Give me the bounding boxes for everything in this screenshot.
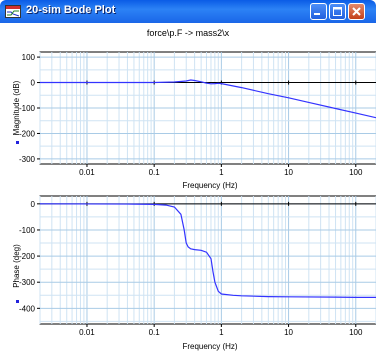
magnitude-plot[interactable]: 100 0 -100 -200 -300 0.01 0.1 1 10 100 Frequency… [12, 51, 376, 190]
maximize-icon [333, 7, 342, 16]
plot-title: force\p.F -> mass2\x [146, 28, 230, 38]
phase-y-ticks: 0 -100 -200 -300 -400 [19, 200, 40, 313]
phase-curve [39, 203, 376, 298]
x-tick-label: 100 [349, 328, 363, 337]
phase-plot[interactable]: 0 -100 -200 -300 -400 0.01 0.1 1 10 100 Frequenc… [12, 195, 376, 351]
magnitude-legend-marker [16, 141, 19, 144]
x-tick-label: 1 [219, 168, 224, 177]
y-tick-label: -300 [19, 278, 36, 287]
y-tick-label: -100 [19, 226, 36, 235]
magnitude-y-axis-label: Magnitude (dB) [12, 80, 21, 135]
phase-legend-marker [16, 300, 19, 303]
y-tick-label: -200 [19, 129, 36, 138]
phase-grid [39, 196, 376, 324]
y-tick-label: -100 [19, 104, 36, 113]
phase-y-axis-label: Phase (deg) [12, 244, 21, 288]
x-tick-label: 10 [284, 328, 293, 337]
phase-x-axis-label: Frequency (Hz) [182, 342, 237, 351]
phase-curve-group [39, 203, 376, 298]
x-tick-label: 1 [219, 328, 224, 337]
x-tick-label: 100 [349, 168, 363, 177]
x-tick-label: 0.01 [79, 328, 95, 337]
y-tick-label: 0 [31, 200, 36, 209]
minimize-button[interactable] [310, 3, 327, 20]
title-bar[interactable]: 20-sim Bode Plot [0, 0, 376, 23]
y-tick-label: 0 [31, 79, 36, 88]
x-tick-label: 0.01 [79, 168, 95, 177]
phase-plot-area [39, 195, 376, 325]
magnitude-x-ticks: 0.01 0.1 1 10 100 [79, 164, 363, 177]
x-tick-label: 10 [284, 168, 293, 177]
y-tick-label: -200 [19, 252, 36, 261]
close-button[interactable] [348, 3, 365, 20]
bode-plot-app-icon [5, 5, 21, 18]
y-tick-label: -300 [19, 155, 36, 164]
y-tick-label: 100 [22, 53, 36, 62]
minimize-icon [314, 13, 320, 15]
close-icon [352, 7, 361, 16]
x-tick-label: 0.1 [149, 168, 161, 177]
phase-x-ticks: 0.01 0.1 1 10 100 [79, 324, 363, 337]
maximize-button[interactable] [329, 3, 346, 20]
magnitude-grid [39, 52, 376, 164]
magnitude-x-axis-label: Frequency (Hz) [182, 181, 237, 190]
window-title: 20-sim Bode Plot [26, 4, 116, 16]
y-tick-label: -400 [19, 304, 36, 313]
x-tick-label: 0.1 [149, 328, 161, 337]
magnitude-curve [40, 79, 376, 119]
magnitude-y-ticks: 100 0 -100 -200 -300 [19, 53, 40, 164]
magnitude-curve-group [40, 79, 376, 119]
